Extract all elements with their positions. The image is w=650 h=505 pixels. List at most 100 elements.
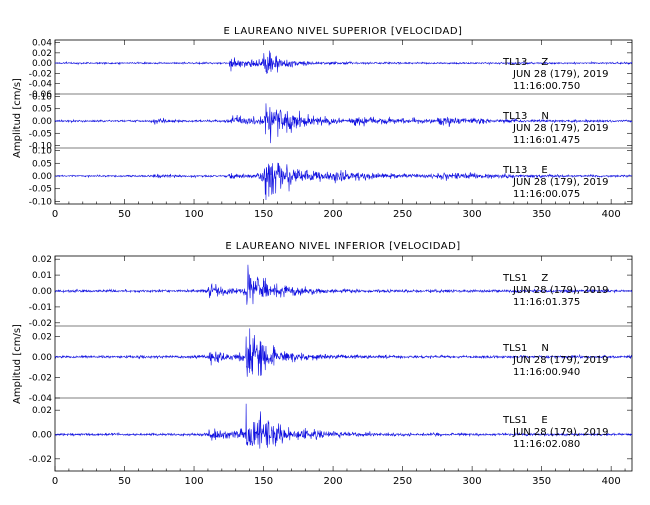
- panel-title-superior: E LAUREANO NIVEL SUPERIOR [VELOCIDAD]: [224, 26, 463, 37]
- y-tick-label: 0.02: [32, 332, 52, 342]
- x-tick-label: 0: [52, 209, 58, 220]
- x-tick-label: 350: [532, 209, 551, 220]
- y-tick-label: -0.10: [29, 142, 53, 152]
- time-label: 11:16:01.375: [513, 297, 580, 308]
- y-tick-label: 0.01: [32, 271, 52, 281]
- y-tick-label: -0.01: [29, 303, 52, 313]
- station-label: TLS1 N: [502, 343, 549, 354]
- x-tick-label: 300: [463, 476, 482, 487]
- y-tick-label: -0.02: [29, 455, 52, 465]
- station-label: TLS1 E: [502, 415, 548, 426]
- y-tick-label: -0.05: [29, 129, 52, 139]
- time-label: 11:16:00.750: [513, 81, 580, 92]
- y-tick-label: 0.02: [32, 49, 52, 59]
- y-tick-label: 0.04: [32, 39, 52, 49]
- date-label: JUN 28 (179), 2019: [512, 355, 609, 366]
- y-axis-label-superior: Amplitud [cm/s]: [12, 78, 23, 158]
- component-name: N: [541, 343, 548, 354]
- station-name: TLS1: [502, 273, 527, 284]
- x-tick-label: 400: [602, 209, 621, 220]
- y-tick-label: -0.05: [29, 185, 52, 195]
- x-tick-label: 50: [118, 476, 131, 487]
- station-name: TLS1: [502, 415, 527, 426]
- component-name: E: [541, 415, 547, 426]
- y-tick-label: -0.04: [29, 80, 53, 90]
- time-label: 11:16:01.475: [513, 135, 580, 146]
- waveform-tls1-e: [54, 403, 633, 449]
- y-tick-label: -0.02: [29, 373, 52, 383]
- x-tick-label: 250: [393, 209, 412, 220]
- station-name: TLS1: [502, 343, 527, 354]
- date-label: JUN 28 (179), 2019: [512, 69, 609, 80]
- x-tick-label: 150: [254, 209, 273, 220]
- x-ticks-inferior: 0 50 100 150 200 250 300 350 400: [52, 256, 626, 487]
- x-tick-label: 100: [184, 476, 203, 487]
- y-tick-label: -0.04: [29, 394, 53, 404]
- date-label: JUN 28 (179), 2019: [512, 177, 609, 188]
- station-name: TL13: [502, 111, 527, 122]
- x-tick-label: 200: [324, 209, 343, 220]
- y-tick-label: 0.05: [32, 105, 52, 115]
- y-tick-label: 0.00: [32, 353, 52, 363]
- waveform-tl13-e: [54, 162, 633, 201]
- y-tick-label: 0.10: [32, 147, 52, 157]
- station-label: TL13 E: [502, 165, 548, 176]
- waveform-tl13-n: [54, 103, 633, 144]
- x-tick-label: 350: [532, 476, 551, 487]
- date-label: JUN 28 (179), 2019: [512, 123, 609, 134]
- y-tick-label: 0.00: [32, 59, 52, 69]
- x-tick-label: 100: [184, 209, 203, 220]
- component-name: Z: [541, 57, 548, 68]
- plot-frame-superior: [54, 39, 633, 205]
- y-tick-label: 0.02: [32, 255, 52, 265]
- station-label: TLS1 Z: [502, 273, 548, 284]
- x-tick-label: 400: [602, 476, 621, 487]
- x-tick-label: 250: [393, 476, 412, 487]
- y-tick-label: 0.00: [32, 117, 52, 127]
- waveform-tl13-z: [54, 50, 633, 74]
- waveform-tls1-n: [54, 328, 633, 377]
- waveform-tls1-z: [55, 264, 633, 305]
- x-ticks-superior: 0 50 100 150 200 250 300 350 400: [52, 40, 626, 220]
- y-tick-label: -0.06: [29, 90, 53, 100]
- component-name: N: [541, 111, 548, 122]
- station-name: TL13: [502, 165, 527, 176]
- panel-nivel-inferior: E LAUREANO NIVEL INFERIOR [VELOCIDAD] Am…: [12, 241, 633, 487]
- x-tick-label: 300: [463, 209, 482, 220]
- y-tick-label: 0.02: [32, 406, 52, 416]
- panel-nivel-superior: E LAUREANO NIVEL SUPERIOR [VELOCIDAD] Am…: [12, 26, 633, 220]
- y-tick-label: 0.00: [32, 431, 52, 441]
- station-label: TL13 Z: [502, 57, 548, 68]
- x-tick-label: 50: [118, 209, 131, 220]
- y-tick-label: -0.02: [29, 69, 52, 79]
- panel-title-inferior: E LAUREANO NIVEL INFERIOR [VELOCIDAD]: [225, 241, 460, 252]
- x-tick-label: 150: [254, 476, 273, 487]
- station-label: TL13 N: [502, 111, 549, 122]
- y-tick-label: 0.05: [32, 159, 52, 169]
- y-tick-label: -0.02: [29, 319, 52, 329]
- y-tick-label: 0.10: [32, 92, 52, 102]
- x-tick-label: 200: [324, 476, 343, 487]
- y-tick-label: 0.00: [32, 172, 52, 182]
- component-name: E: [541, 165, 547, 176]
- date-label: JUN 28 (179), 2019: [512, 427, 609, 438]
- date-label: JUN 28 (179), 2019: [512, 285, 609, 296]
- plot-frame-inferior: [54, 255, 633, 472]
- time-label: 11:16:00.940: [513, 367, 580, 378]
- time-label: 11:16:00.075: [513, 189, 580, 200]
- y-tick-label: 0.00: [32, 287, 52, 297]
- time-label: 11:16:02.080: [513, 439, 580, 450]
- x-tick-label: 0: [52, 476, 58, 487]
- y-tick-label: -0.10: [29, 197, 53, 207]
- y-axis-label-inferior: Amplitud [cm/s]: [12, 324, 23, 404]
